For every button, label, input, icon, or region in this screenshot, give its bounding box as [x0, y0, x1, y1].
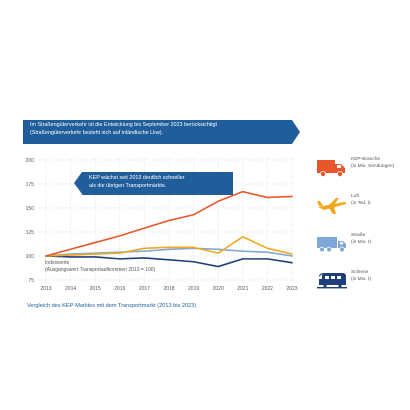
x-tick-label: 2022: [262, 286, 273, 292]
series-line-luft: [45, 236, 293, 257]
lorry-icon: [317, 237, 346, 253]
callout-banner: KEP wächst seit 2013 deutlich schneller …: [82, 172, 233, 195]
x-tick-label: 2021: [237, 286, 248, 292]
airplane-icon: [317, 198, 347, 214]
index-note-line-2: (Ausgangswert Transportaufkommen 2013 = …: [45, 267, 156, 273]
y-tick-label: 150: [26, 206, 35, 212]
y-tick-label: 100: [26, 254, 35, 260]
x-tick-label: 2020: [213, 286, 224, 292]
series-line-kep-branche: [45, 190, 293, 257]
info-banner-arrow: [292, 120, 300, 144]
series-line-strasse: [45, 247, 293, 257]
info-banner-line-1: Im Straßengüterverkehr ist die Entwicklu…: [30, 122, 217, 128]
x-tick-label: 2017: [139, 286, 150, 292]
y-tick-label: 200: [26, 158, 35, 164]
info-banner-line-2: (Straßengüterverkehr bezieht sich auf in…: [30, 129, 164, 136]
info-banner: Im Straßengüterverkehr ist die Entwicklu…: [23, 120, 292, 144]
x-tick-label: 2013: [40, 286, 51, 292]
x-tick-label: 2015: [90, 286, 101, 292]
legend-item-kep: KEP-Branche (in Mio. Sendungen): [316, 157, 396, 185]
legend-item-schiene: Schiene (in Mio. t): [316, 270, 396, 298]
legend-unit: (in Mio. t): [351, 240, 371, 245]
y-tick-label: 75: [28, 278, 34, 284]
x-tick-label: 2016: [114, 286, 125, 292]
legend-item-strasse: Straße (in Mio. t): [316, 233, 396, 261]
train-icon: [317, 273, 347, 289]
legend-name: Luft: [351, 194, 360, 199]
x-tick-label: 2018: [163, 286, 174, 292]
axis-layer: 75 100 125 150 175 200 2013 2014 2015 2016 2017 201…: [26, 158, 298, 292]
callout-line-2: als die übrigen Transportmärkte.: [89, 182, 167, 189]
y-tick-label: 175: [26, 182, 35, 188]
delivery-truck-icon: [317, 160, 345, 177]
legend-name: KEP-Branche: [351, 157, 381, 162]
legend-unit: (in Mio. Sendungen): [351, 164, 395, 169]
legend-unit: (in Mio. t): [351, 277, 371, 282]
x-tick-label: 2019: [188, 286, 199, 292]
index-note-line-1: Indexwerte: [45, 260, 70, 266]
series-line-schiene: [45, 255, 293, 268]
legend-name: Schiene: [351, 270, 369, 275]
y-tick-label: 125: [26, 230, 35, 236]
chart-caption: Vergleich des KEP-Marktes mit dem Transp…: [27, 303, 197, 309]
x-tick-label: 2023: [286, 286, 297, 292]
legend-unit: (in Tsd. t): [351, 201, 371, 206]
callout-line-1: KEP wächst seit 2013 deutlich schneller: [89, 175, 185, 181]
callout-arrow: [74, 172, 82, 194]
legend-name: Straße: [351, 233, 366, 238]
legend-item-luft: Luft (in Tsd. t): [316, 194, 396, 222]
x-tick-label: 2014: [65, 286, 76, 292]
series-layer: [45, 190, 293, 268]
